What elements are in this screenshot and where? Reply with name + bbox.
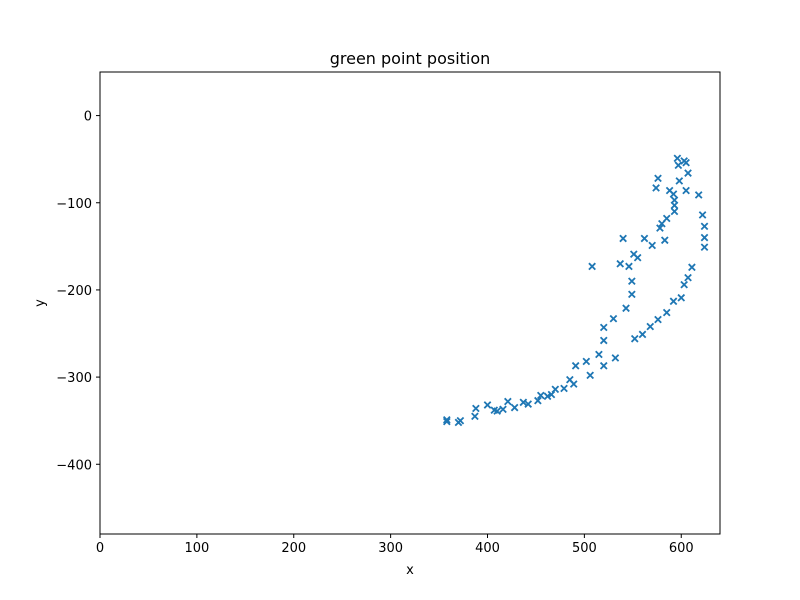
data-point — [675, 177, 684, 185]
data-point — [599, 323, 608, 332]
data-point — [682, 186, 690, 195]
data-point — [456, 416, 465, 425]
y-tick-label: 0 — [84, 110, 92, 125]
data-point — [571, 361, 580, 370]
x-axis-label: x — [406, 563, 414, 578]
data-point — [609, 314, 618, 323]
data-point — [588, 262, 596, 271]
data-point — [625, 262, 633, 271]
data-point — [534, 396, 542, 405]
data-point — [628, 290, 636, 299]
data-point — [471, 412, 479, 421]
data-point — [673, 154, 682, 163]
data-point — [660, 236, 669, 245]
data-point — [551, 385, 560, 394]
data-point — [619, 234, 627, 243]
x-tick-label: 600 — [669, 541, 694, 556]
x-axis: 0 100 200 300 400 500 600 — [96, 534, 694, 556]
data-point — [519, 398, 528, 407]
data-point — [599, 336, 608, 345]
y-tick-label: −100 — [56, 197, 92, 212]
data-point — [633, 253, 642, 262]
data-point — [700, 243, 709, 252]
data-point — [652, 184, 660, 192]
plot-frame — [99, 71, 721, 535]
data-point — [628, 277, 636, 286]
data-point — [543, 392, 552, 401]
data-point — [611, 354, 620, 362]
data-point — [662, 214, 671, 223]
data-point — [640, 234, 649, 243]
data-point — [654, 315, 662, 324]
x-tick-label: 0 — [96, 541, 104, 556]
data-point — [536, 391, 545, 400]
x-tick-label: 400 — [475, 541, 500, 556]
data-point — [483, 401, 492, 409]
y-axis-label: y — [33, 299, 48, 307]
data-point — [472, 404, 480, 413]
data-point — [586, 371, 595, 380]
data-point — [595, 350, 603, 359]
data-point — [599, 361, 608, 370]
data-point — [670, 207, 679, 216]
data-point — [682, 158, 690, 167]
data-point — [700, 222, 709, 231]
data-point — [493, 407, 502, 415]
data-point — [674, 161, 683, 170]
data-point — [654, 174, 662, 183]
data-point — [669, 297, 678, 306]
data-point — [547, 390, 556, 399]
data-point — [630, 334, 639, 343]
y-tick-label: −200 — [56, 284, 92, 299]
data-point — [694, 191, 703, 199]
data-point — [646, 322, 655, 331]
data-point — [688, 263, 696, 272]
data-point — [499, 405, 507, 414]
data-point — [670, 201, 679, 210]
data-point — [656, 224, 664, 232]
data-point — [684, 169, 692, 177]
data-point — [622, 304, 630, 313]
data-point — [442, 415, 451, 424]
data-points — [442, 154, 709, 427]
x-tick-label: 200 — [281, 541, 306, 556]
data-point — [582, 357, 591, 366]
chart-title: green point position — [330, 49, 491, 68]
data-point — [669, 190, 678, 198]
data-point — [684, 273, 692, 282]
data-point — [504, 397, 512, 406]
data-point — [662, 308, 671, 317]
y-tick-label: −400 — [56, 458, 92, 473]
data-point — [677, 293, 686, 302]
data-point — [648, 241, 657, 250]
data-point — [700, 233, 709, 242]
data-point — [569, 380, 578, 388]
data-point — [524, 400, 533, 408]
data-point — [680, 280, 688, 289]
y-tick-label: −300 — [56, 371, 92, 386]
data-point — [560, 384, 568, 393]
data-point — [616, 259, 625, 268]
x-tick-label: 300 — [378, 541, 403, 556]
x-tick-label: 500 — [572, 541, 597, 556]
data-point — [510, 403, 519, 412]
data-point — [698, 211, 707, 219]
data-point — [442, 417, 451, 426]
data-point — [638, 330, 647, 339]
x-tick-label: 100 — [184, 541, 209, 556]
y-axis: 0 −100 −200 −300 −400 — [56, 110, 100, 473]
